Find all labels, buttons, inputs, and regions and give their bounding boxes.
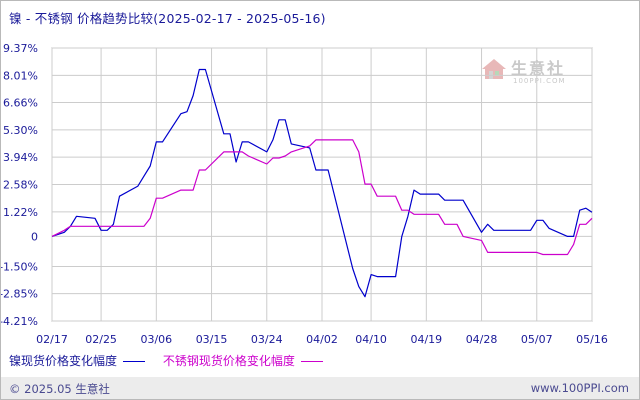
x-tick-label: 05/07 [521,333,553,346]
x-tick-label: 03/06 [140,333,172,346]
watermark-url: 100PPI.COM [513,77,566,85]
x-tick-label: 03/24 [251,333,283,346]
legend-item-stainless: 不锈钢现货价格变化幅度 [163,352,323,369]
legend: 镍现货价格变化幅度 不锈钢现货价格变化幅度 [9,352,337,369]
x-tick-label: 04/19 [410,333,442,346]
y-tick-label: 0 [31,230,38,243]
y-tick-label: 1.22% [3,206,38,219]
y-tick-label: 9.37% [3,42,38,55]
x-tick-label: 04/28 [466,333,498,346]
x-tick-label: 04/02 [306,333,338,346]
y-tick-label: 8.01% [3,69,38,82]
legend-label-stainless: 不锈钢现货价格变化幅度 [162,354,295,368]
x-tick-label: 05/16 [576,333,608,346]
y-tick-label: -4.21% [1,315,38,328]
series-line-stainless [51,139,593,256]
footer-copyright: © 2025.05 生意社 [9,382,110,396]
legend-swatch-stainless [300,361,323,362]
chart-title: 镍 - 不锈钢 价格趋势比较(2025-02-17 - 2025-05-16) [9,11,326,26]
footer: © 2025.05 生意社 www.100PPI.com [1,377,639,399]
legend-label-nickel: 镍现货价格变化幅度 [9,354,118,368]
y-tick-label: -2.85% [1,288,38,301]
x-tick-label: 04/10 [355,333,387,346]
y-tick-label: 5.30% [3,124,38,137]
x-tick-label: 03/15 [196,333,228,346]
x-tick-label: 02/25 [85,333,117,346]
y-tick-label: 2.58% [3,179,38,192]
footer-link[interactable]: www.100PPI.com [530,381,629,395]
line-chart: 9.37% 8.01% 6.66% 5.30% 3.94% 2.58% 1.22% 0 -1.5… [1,42,608,346]
y-tick-label: 3.94% [3,151,38,164]
legend-item-nickel: 镍现货价格变化幅度 [9,352,146,369]
legend-swatch-nickel [123,361,146,362]
series-line-nickel [51,68,593,298]
y-tick-label: 6.66% [3,96,38,109]
y-tick-label: -1.50% [1,261,38,274]
x-tick-label: 02/17 [36,333,68,346]
